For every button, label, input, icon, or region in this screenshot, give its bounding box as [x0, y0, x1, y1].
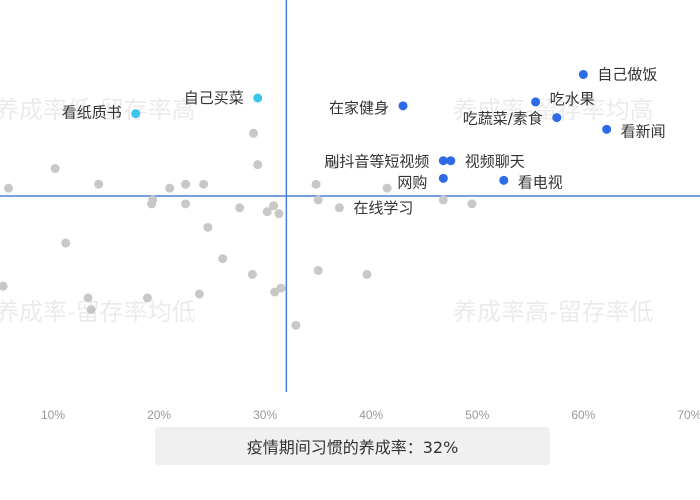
x-tick-label: 50% — [465, 408, 489, 422]
data-point — [446, 156, 456, 166]
data-point — [334, 203, 344, 213]
data-point — [329, 160, 339, 170]
data-point — [262, 207, 272, 217]
point-label: 视频聊天 — [465, 153, 525, 171]
point-label: 在家健身 — [329, 99, 389, 117]
data-point — [253, 93, 263, 103]
point-label: 刷抖音等短视频 — [324, 153, 429, 171]
x-tick-label: 60% — [571, 408, 595, 422]
quadrant-label-bottom-right: 养成率高-留存率低 — [453, 298, 654, 326]
data-point — [0, 281, 8, 291]
data-point — [50, 164, 60, 174]
data-point — [531, 97, 541, 107]
x-tick-label: 30% — [253, 408, 277, 422]
data-point — [199, 179, 209, 189]
data-point — [467, 199, 477, 209]
data-point — [398, 101, 408, 111]
data-point — [269, 201, 279, 211]
data-point — [602, 124, 612, 134]
point-label: 在线学习 — [353, 199, 413, 217]
adoption-rate-caption: 疫情期间习惯的养成率：32% — [155, 427, 550, 465]
x-tick-label: 10% — [41, 408, 65, 422]
data-point — [94, 179, 104, 189]
point-label: 自己做饭 — [597, 65, 657, 83]
point-label: 看电视 — [518, 173, 563, 191]
data-point — [3, 183, 13, 193]
data-point — [218, 254, 228, 264]
data-point — [362, 269, 372, 279]
data-point — [311, 179, 321, 189]
data-point — [83, 293, 93, 303]
data-point — [253, 160, 263, 170]
data-point — [165, 183, 175, 193]
quadrant-label-bottom-left: 养成率-留存率均低 — [0, 298, 196, 326]
data-point — [148, 195, 158, 205]
data-point — [142, 293, 152, 303]
data-point — [194, 289, 204, 299]
data-point — [382, 183, 392, 193]
data-point — [291, 320, 301, 330]
point-label: 网购 — [397, 173, 427, 191]
point-label: 看纸质书 — [62, 104, 122, 122]
point-label: 看新闻 — [621, 122, 666, 140]
point-label: 吃水果 — [550, 90, 595, 108]
data-point — [552, 113, 562, 123]
data-point — [248, 128, 258, 138]
data-point — [276, 283, 286, 293]
data-point — [274, 209, 284, 219]
x-tick-label: 20% — [147, 408, 171, 422]
quadrant-labels: 养成率低-留存率高 养成率-留存率均高 养成率-留存率均低 养成率高-留存率低 — [0, 96, 654, 326]
data-point — [438, 195, 448, 205]
data-point — [438, 173, 448, 183]
data-point — [499, 175, 509, 185]
axes — [0, 0, 700, 392]
data-point — [131, 109, 141, 119]
data-point — [86, 305, 96, 315]
x-axis-ticks: 10% 20% 30% 40% 50% 60% 70% — [41, 408, 700, 422]
data-point — [247, 269, 257, 279]
data-point — [181, 199, 191, 209]
data-points — [0, 69, 612, 330]
quadrant-label-top-left: 养成率低-留存率高 — [0, 96, 196, 124]
point-label: 自己买菜 — [184, 89, 244, 107]
data-point — [313, 265, 323, 275]
data-point — [578, 69, 588, 79]
data-point — [235, 203, 245, 213]
point-label: 吃蔬菜/素食 — [463, 110, 543, 128]
data-point — [203, 222, 213, 232]
x-tick-label: 40% — [359, 408, 383, 422]
x-tick-label: 70% — [677, 408, 700, 422]
data-point — [438, 156, 448, 166]
data-point — [181, 179, 191, 189]
data-point — [61, 238, 71, 248]
data-point — [313, 195, 323, 205]
